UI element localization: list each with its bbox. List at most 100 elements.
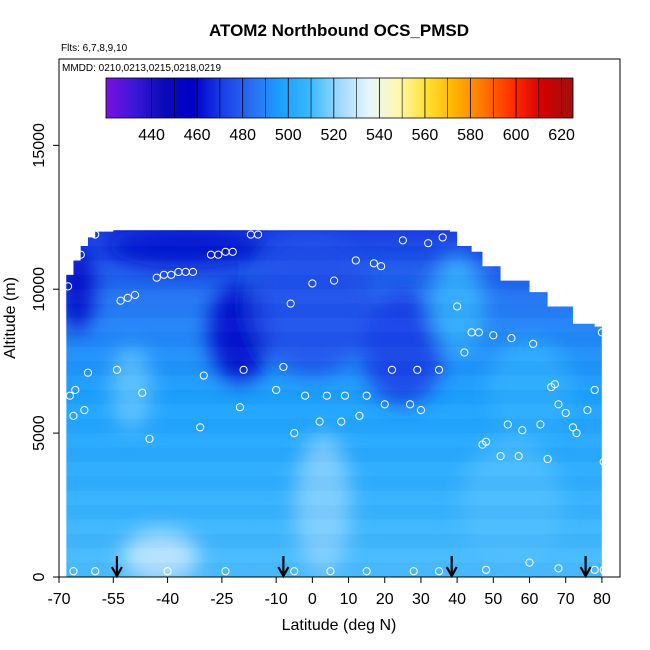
sample-point bbox=[503, 420, 512, 429]
sample-point bbox=[572, 429, 581, 438]
colorbar: 440 460 480 500 520 540 560 580 600 620 bbox=[105, 77, 575, 144]
sample-point bbox=[196, 423, 205, 432]
sample-point bbox=[481, 565, 491, 574]
y-axis-label: Altitude (m) bbox=[2, 277, 19, 359]
field-band bbox=[66, 304, 602, 318]
sample-point bbox=[69, 567, 78, 576]
sample-point bbox=[351, 256, 360, 265]
flights-label: Flts: 6,7,8,9,10 bbox=[61, 43, 128, 54]
sample-point bbox=[71, 385, 80, 395]
chart-title: ATOM2 Northbound OCS_PMSD bbox=[209, 21, 469, 40]
x-tick-label: -40 bbox=[156, 591, 179, 608]
field-band bbox=[66, 404, 602, 418]
sample-point bbox=[322, 391, 331, 400]
sample-point bbox=[599, 457, 608, 466]
sample-point bbox=[561, 408, 570, 418]
sample-point bbox=[405, 400, 415, 409]
field-feature bbox=[110, 346, 152, 434]
sample-point bbox=[362, 391, 371, 400]
field-band bbox=[66, 376, 602, 390]
x-tick-label: 60 bbox=[521, 591, 539, 608]
x-tick-label: 80 bbox=[593, 591, 611, 608]
sample-point bbox=[496, 452, 505, 461]
sample-point bbox=[583, 405, 592, 415]
sample-point bbox=[474, 328, 483, 337]
field-band bbox=[66, 332, 602, 346]
sample-point bbox=[460, 348, 469, 357]
dates-label: MMDD: 0210,0213,0215,0218,0219 bbox=[62, 63, 221, 74]
sample-point bbox=[369, 259, 378, 268]
sample-point bbox=[434, 365, 444, 374]
field-band bbox=[66, 390, 602, 404]
sample-point bbox=[453, 302, 462, 311]
field-band bbox=[66, 548, 602, 562]
field-band bbox=[66, 534, 602, 548]
x-tick-label: 20 bbox=[376, 591, 394, 608]
sample-point bbox=[188, 267, 198, 277]
sample-point bbox=[76, 227, 85, 236]
sample-point bbox=[507, 334, 516, 343]
field-feature bbox=[460, 440, 563, 570]
sample-point bbox=[554, 400, 563, 409]
sample-point bbox=[481, 437, 491, 446]
sample-point bbox=[337, 417, 346, 426]
sample-point bbox=[326, 567, 335, 576]
sample-point bbox=[434, 567, 444, 576]
sample-point bbox=[308, 279, 317, 288]
plot-frame bbox=[58, 58, 621, 578]
sample-point bbox=[116, 296, 125, 305]
x-tick-label: -55 bbox=[102, 591, 125, 608]
sample-point bbox=[65, 391, 74, 400]
sample-point bbox=[130, 290, 140, 300]
x-tick-label: 70 bbox=[557, 591, 575, 608]
sample-point bbox=[199, 371, 208, 380]
field-feature bbox=[121, 530, 199, 577]
field-feature bbox=[487, 339, 572, 441]
x-tick-label: -25 bbox=[210, 591, 233, 608]
sample-point bbox=[529, 339, 538, 348]
x-axis-label: Latitude (deg N) bbox=[282, 617, 397, 634]
field-band bbox=[66, 476, 602, 490]
sample-point bbox=[413, 365, 422, 374]
arrow-down-icon bbox=[445, 556, 458, 579]
x-tick-label: -70 bbox=[47, 591, 70, 608]
x-axis: -70 -55 -40 -25 -10 0 10 20 30 40 50 60 70 80 bbox=[47, 577, 611, 608]
field-feature bbox=[360, 289, 446, 405]
sample-point bbox=[112, 365, 122, 374]
sample-point bbox=[63, 282, 73, 291]
heatmap-field bbox=[66, 217, 602, 577]
sample-point bbox=[514, 452, 523, 461]
y-tick-label: 10000 bbox=[31, 267, 48, 312]
colorbar-tick-label: 580 bbox=[457, 127, 484, 144]
sample-points bbox=[63, 227, 608, 576]
y-tick-label: 0 bbox=[31, 572, 48, 581]
sample-point bbox=[83, 368, 93, 377]
sample-point bbox=[550, 380, 559, 389]
colorbar-tick-label: 620 bbox=[548, 127, 575, 144]
sample-point bbox=[362, 567, 371, 576]
sample-point bbox=[387, 365, 397, 374]
sample-point bbox=[69, 411, 78, 420]
colorbar-tick-label: 560 bbox=[412, 127, 439, 144]
sample-point bbox=[279, 362, 288, 372]
heatmap-bands bbox=[66, 217, 602, 577]
sample-point bbox=[536, 420, 545, 429]
field-band bbox=[66, 462, 602, 476]
field-band bbox=[66, 289, 602, 303]
x-tick-label: 40 bbox=[448, 591, 466, 608]
colorbar-tick-label: 540 bbox=[366, 127, 393, 144]
sample-point bbox=[409, 567, 418, 576]
x-tick-label: 50 bbox=[484, 591, 502, 608]
sample-point bbox=[554, 564, 563, 573]
colorbar-tick-label: 500 bbox=[275, 127, 302, 144]
sample-point bbox=[76, 250, 85, 259]
field-band bbox=[66, 519, 602, 533]
y-tick-label: 5000 bbox=[31, 415, 48, 451]
field-band bbox=[66, 419, 602, 433]
x-tick-label: 30 bbox=[412, 591, 430, 608]
sample-point bbox=[489, 331, 498, 340]
sample-point bbox=[590, 385, 599, 395]
colorbar-tick-label: 440 bbox=[138, 127, 165, 144]
sample-point bbox=[579, 305, 588, 314]
